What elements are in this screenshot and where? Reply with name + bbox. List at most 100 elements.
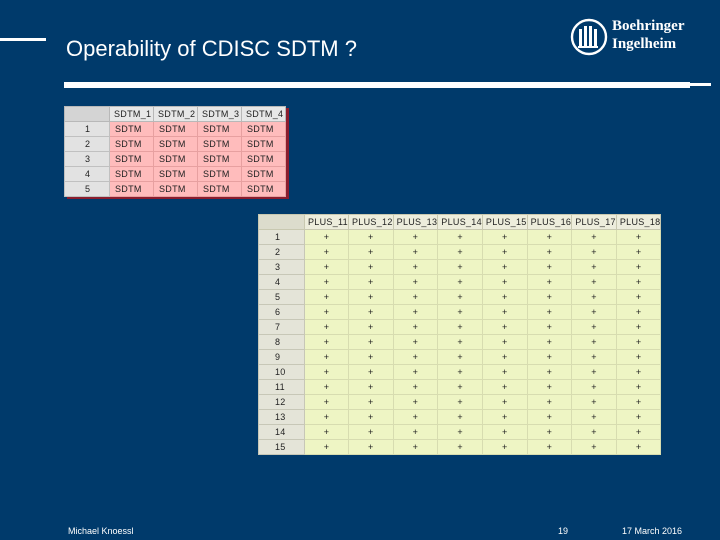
plus-cell[interactable]: + bbox=[392, 349, 439, 365]
sdtm-cell[interactable]: SDTM bbox=[153, 181, 198, 197]
plus-cell[interactable]: + bbox=[392, 259, 439, 275]
plus-cell[interactable]: + bbox=[526, 244, 573, 260]
plus-cell[interactable]: + bbox=[304, 349, 349, 365]
plus-cell[interactable]: + bbox=[571, 304, 617, 320]
plus-cell[interactable]: + bbox=[571, 394, 617, 410]
plus-cell[interactable]: + bbox=[304, 409, 349, 425]
plus-cell[interactable]: + bbox=[392, 439, 439, 455]
plus-cell[interactable]: + bbox=[437, 349, 483, 365]
plus-cell[interactable]: + bbox=[571, 244, 617, 260]
plus-cell[interactable]: + bbox=[348, 229, 394, 245]
sdtm-column-header[interactable]: SDTM_2 bbox=[153, 106, 198, 122]
plus-cell[interactable]: + bbox=[481, 304, 528, 320]
plus-cell[interactable]: + bbox=[348, 304, 394, 320]
plus-cell[interactable]: + bbox=[526, 304, 573, 320]
plus-cell[interactable]: + bbox=[392, 304, 439, 320]
plus-row-header[interactable]: 4 bbox=[258, 274, 305, 290]
plus-cell[interactable]: + bbox=[304, 244, 349, 260]
plus-cell[interactable]: + bbox=[437, 274, 483, 290]
plus-row-header[interactable]: 11 bbox=[258, 379, 305, 395]
plus-cell[interactable]: + bbox=[348, 274, 394, 290]
plus-row-header[interactable]: 12 bbox=[258, 394, 305, 410]
plus-cell[interactable]: + bbox=[526, 409, 573, 425]
sdtm-cell[interactable]: SDTM bbox=[197, 121, 242, 137]
plus-cell[interactable]: + bbox=[571, 349, 617, 365]
plus-cell[interactable]: + bbox=[304, 319, 349, 335]
plus-cell[interactable]: + bbox=[615, 424, 662, 440]
plus-cell[interactable]: + bbox=[571, 334, 617, 350]
plus-cell[interactable]: + bbox=[348, 424, 394, 440]
plus-cell[interactable]: + bbox=[526, 424, 573, 440]
plus-cell[interactable]: + bbox=[392, 394, 439, 410]
plus-cell[interactable]: + bbox=[481, 424, 528, 440]
plus-cell[interactable]: + bbox=[348, 259, 394, 275]
plus-cell[interactable]: + bbox=[437, 334, 483, 350]
plus-cell[interactable]: + bbox=[392, 229, 439, 245]
plus-column-header[interactable]: PLUS_11 bbox=[304, 214, 349, 230]
plus-cell[interactable]: + bbox=[481, 334, 528, 350]
plus-cell[interactable]: + bbox=[481, 259, 528, 275]
plus-cell[interactable]: + bbox=[615, 394, 662, 410]
plus-cell[interactable]: + bbox=[481, 289, 528, 305]
sdtm-cell[interactable]: SDTM bbox=[197, 166, 242, 182]
sdtm-column-header[interactable]: SDTM_3 bbox=[197, 106, 242, 122]
sdtm-cell[interactable]: SDTM bbox=[197, 181, 242, 197]
plus-cell[interactable]: + bbox=[392, 424, 439, 440]
sdtm-cell[interactable]: SDTM bbox=[153, 151, 198, 167]
plus-column-header[interactable]: PLUS_18 bbox=[615, 214, 662, 230]
sdtm-cell[interactable]: SDTM bbox=[153, 121, 198, 137]
plus-cell[interactable]: + bbox=[571, 364, 617, 380]
plus-cell[interactable]: + bbox=[526, 364, 573, 380]
sdtm-cell[interactable]: SDTM bbox=[109, 121, 154, 137]
plus-cell[interactable]: + bbox=[348, 319, 394, 335]
plus-cell[interactable]: + bbox=[526, 379, 573, 395]
plus-cell[interactable]: + bbox=[437, 244, 483, 260]
plus-cell[interactable]: + bbox=[392, 274, 439, 290]
plus-cell[interactable]: + bbox=[437, 409, 483, 425]
plus-cell[interactable]: + bbox=[304, 259, 349, 275]
plus-column-header[interactable]: PLUS_17 bbox=[571, 214, 617, 230]
plus-cell[interactable]: + bbox=[348, 409, 394, 425]
plus-cell[interactable]: + bbox=[348, 244, 394, 260]
plus-corner-cell[interactable] bbox=[258, 214, 305, 230]
plus-column-header[interactable]: PLUS_14 bbox=[437, 214, 483, 230]
plus-cell[interactable]: + bbox=[348, 349, 394, 365]
sdtm-cell[interactable]: SDTM bbox=[241, 151, 286, 167]
sdtm-cell[interactable]: SDTM bbox=[197, 136, 242, 152]
plus-cell[interactable]: + bbox=[437, 364, 483, 380]
plus-row-header[interactable]: 5 bbox=[258, 289, 305, 305]
plus-cell[interactable]: + bbox=[348, 439, 394, 455]
plus-cell[interactable]: + bbox=[615, 274, 662, 290]
sdtm-cell[interactable]: SDTM bbox=[241, 121, 286, 137]
sdtm-cell[interactable]: SDTM bbox=[241, 181, 286, 197]
sdtm-column-header[interactable]: SDTM_4 bbox=[241, 106, 286, 122]
plus-cell[interactable]: + bbox=[481, 274, 528, 290]
plus-cell[interactable]: + bbox=[571, 424, 617, 440]
plus-row-header[interactable]: 10 bbox=[258, 364, 305, 380]
plus-row-header[interactable]: 9 bbox=[258, 349, 305, 365]
sdtm-row-header[interactable]: 2 bbox=[64, 136, 110, 152]
plus-cell[interactable]: + bbox=[348, 394, 394, 410]
sdtm-row-header[interactable]: 4 bbox=[64, 166, 110, 182]
plus-cell[interactable]: + bbox=[526, 439, 573, 455]
plus-cell[interactable]: + bbox=[615, 229, 662, 245]
sdtm-cell[interactable]: SDTM bbox=[109, 181, 154, 197]
plus-cell[interactable]: + bbox=[481, 439, 528, 455]
plus-cell[interactable]: + bbox=[526, 334, 573, 350]
plus-cell[interactable]: + bbox=[392, 319, 439, 335]
plus-cell[interactable]: + bbox=[392, 334, 439, 350]
plus-row-header[interactable]: 2 bbox=[258, 244, 305, 260]
plus-cell[interactable]: + bbox=[571, 259, 617, 275]
plus-cell[interactable]: + bbox=[392, 379, 439, 395]
plus-cell[interactable]: + bbox=[304, 439, 349, 455]
plus-cell[interactable]: + bbox=[304, 274, 349, 290]
sdtm-cell[interactable]: SDTM bbox=[241, 136, 286, 152]
plus-row-header[interactable]: 1 bbox=[258, 229, 305, 245]
plus-cell[interactable]: + bbox=[437, 424, 483, 440]
plus-cell[interactable]: + bbox=[571, 229, 617, 245]
plus-row-header[interactable]: 14 bbox=[258, 424, 305, 440]
plus-cell[interactable]: + bbox=[304, 379, 349, 395]
plus-cell[interactable]: + bbox=[481, 349, 528, 365]
plus-cell[interactable]: + bbox=[348, 334, 394, 350]
sdtm-row-header[interactable]: 5 bbox=[64, 181, 110, 197]
